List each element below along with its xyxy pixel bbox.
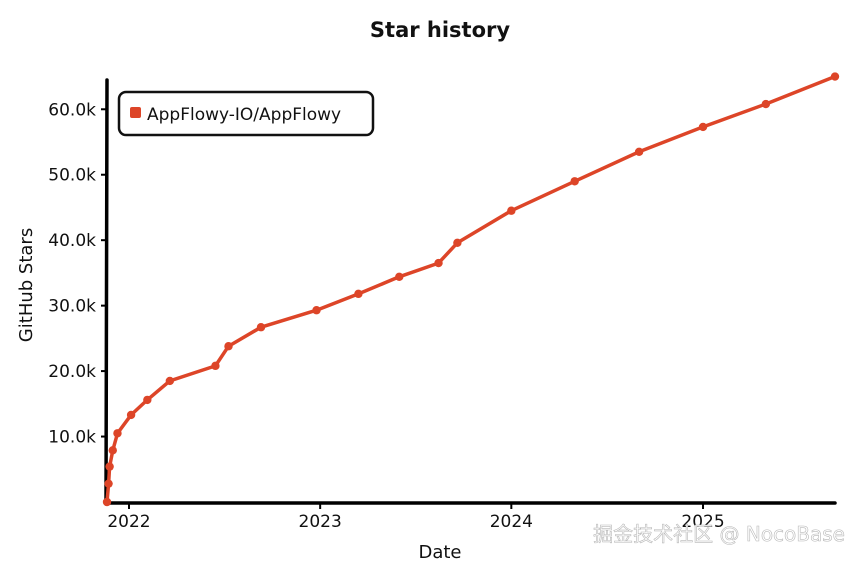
x-axis-label: Date (418, 542, 461, 563)
series-line (105, 74, 837, 504)
data-point (634, 147, 644, 157)
data-point (108, 446, 117, 455)
data-point (126, 410, 136, 420)
data-point (256, 323, 266, 332)
axes: 10.0k 20.0k 30.0k 40.0k 50.0k 60.0k 2022 2023 20… (48, 78, 837, 532)
data-point (453, 238, 462, 247)
data-point (570, 177, 579, 186)
data-point (395, 272, 404, 282)
legend-swatch (130, 107, 141, 118)
data-point (830, 72, 840, 81)
data-point (354, 289, 363, 299)
data-point (211, 361, 220, 371)
watermark-text: 掘金技术社区 @ NocoBase (593, 522, 845, 546)
legend: AppFlowy-IO/AppFlowy (117, 90, 375, 137)
data-point (312, 306, 321, 315)
chart-title: Star history (370, 18, 510, 42)
data-point (165, 376, 175, 386)
data-point (224, 342, 233, 351)
data-point (105, 462, 114, 471)
data-point (698, 122, 708, 132)
data-point (104, 479, 113, 488)
data-point (761, 99, 771, 109)
y-axis-label: GitHub Stars (16, 228, 37, 342)
y-tick-label: 10.0k (48, 428, 96, 448)
y-tick-label: 40.0k (48, 231, 96, 251)
data-point (113, 429, 122, 438)
data-point (507, 206, 516, 215)
x-tick-label: 2024 (490, 512, 533, 532)
data-point (143, 395, 152, 405)
legend-box (117, 90, 375, 137)
series-layer (102, 72, 840, 507)
data-point (102, 497, 112, 507)
y-tick-label: 20.0k (48, 362, 96, 382)
legend-label: AppFlowy-IO/AppFlowy (147, 105, 341, 125)
y-tick-label: 50.0k (48, 166, 96, 186)
data-point (434, 258, 443, 268)
y-tick-label: 30.0k (48, 297, 96, 317)
x-tick-label: 2023 (299, 512, 342, 532)
y-tick-label: 60.0k (48, 100, 96, 120)
y-axis-line (104, 78, 109, 506)
x-tick-label: 2025 (681, 512, 724, 532)
x-tick-label: 2022 (107, 512, 150, 532)
